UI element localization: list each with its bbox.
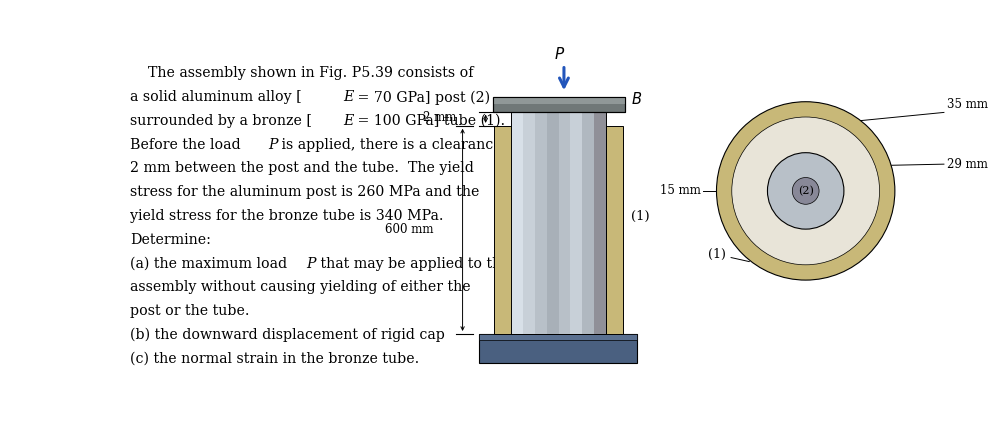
Text: stress for the aluminum post is 260 MPa and the: stress for the aluminum post is 260 MPa … bbox=[130, 185, 480, 199]
Bar bbox=[559, 112, 571, 334]
Text: E: E bbox=[343, 90, 353, 104]
Text: Before the load: Before the load bbox=[130, 138, 245, 152]
Text: (1): (1) bbox=[631, 210, 649, 223]
Circle shape bbox=[767, 153, 844, 229]
Bar bbox=[511, 112, 523, 334]
Text: (c) the normal strain in the bronze tube.: (c) the normal strain in the bronze tube… bbox=[130, 352, 419, 366]
Circle shape bbox=[731, 117, 880, 265]
Text: assembly without causing yielding of either the: assembly without causing yielding of eit… bbox=[130, 281, 471, 294]
Text: = 70 GPa] post (2): = 70 GPa] post (2) bbox=[353, 90, 490, 105]
Text: (a) the maximum load: (a) the maximum load bbox=[130, 257, 291, 271]
Text: that may be applied to the: that may be applied to the bbox=[316, 257, 509, 271]
Text: $A$: $A$ bbox=[612, 316, 624, 332]
Text: (2): (2) bbox=[552, 236, 571, 249]
Circle shape bbox=[716, 102, 895, 280]
Text: a solid aluminum alloy [: a solid aluminum alloy [ bbox=[130, 90, 302, 104]
Text: (b) the downward displacement of rigid cap: (b) the downward displacement of rigid c… bbox=[130, 328, 449, 342]
Bar bbox=[493, 97, 624, 112]
Bar bbox=[535, 112, 547, 334]
Text: $B$: $B$ bbox=[631, 91, 642, 107]
Text: The assembly shown in Fig. P5.39 consists of: The assembly shown in Fig. P5.39 consist… bbox=[130, 66, 474, 80]
Text: .: . bbox=[509, 328, 514, 342]
Bar bbox=[511, 126, 606, 334]
Bar bbox=[583, 112, 595, 334]
Circle shape bbox=[793, 178, 819, 204]
Bar bbox=[571, 112, 583, 334]
Text: surrounded by a bronze [: surrounded by a bronze [ bbox=[130, 114, 312, 128]
Bar bbox=[493, 97, 624, 104]
Text: $P$: $P$ bbox=[554, 46, 565, 62]
Text: 600 mm: 600 mm bbox=[385, 224, 433, 236]
Text: B: B bbox=[500, 328, 510, 342]
Text: 29 mm: 29 mm bbox=[946, 157, 987, 171]
Text: = 100 GPa] tube (1).: = 100 GPa] tube (1). bbox=[353, 114, 504, 128]
Text: yield stress for the bronze tube is 340 MPa.: yield stress for the bronze tube is 340 … bbox=[130, 209, 444, 223]
Bar bbox=[595, 112, 606, 334]
Bar bbox=[547, 112, 559, 334]
Text: 2 mm between the post and the tube.  The yield: 2 mm between the post and the tube. The … bbox=[130, 161, 474, 175]
Bar bbox=[511, 112, 606, 334]
Text: 35 mm: 35 mm bbox=[946, 98, 988, 111]
Text: P: P bbox=[306, 257, 316, 271]
Text: (1): (1) bbox=[708, 248, 749, 262]
Bar bbox=[495, 126, 511, 334]
Text: P: P bbox=[269, 138, 277, 152]
Text: E: E bbox=[343, 114, 353, 128]
Text: 2 mm: 2 mm bbox=[423, 111, 457, 124]
Text: is applied, there is a clearance of: is applied, there is a clearance of bbox=[277, 138, 520, 152]
Bar bbox=[523, 112, 535, 334]
Bar bbox=[493, 97, 624, 112]
Bar bbox=[606, 126, 623, 334]
Text: (2): (2) bbox=[798, 186, 814, 196]
Bar bbox=[479, 334, 637, 340]
Bar bbox=[479, 334, 637, 363]
Text: 15 mm: 15 mm bbox=[660, 184, 701, 197]
Text: Determine:: Determine: bbox=[130, 233, 211, 247]
Text: post or the tube.: post or the tube. bbox=[130, 304, 250, 318]
